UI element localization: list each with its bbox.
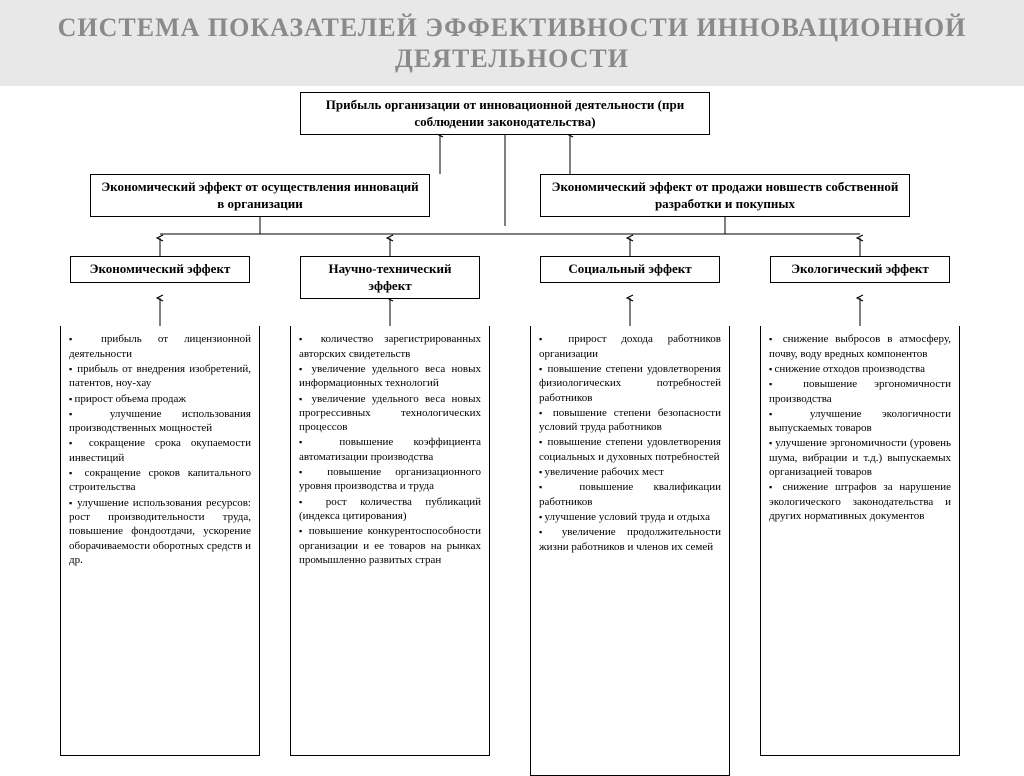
list-item: повышение коэффициента автоматизации про… bbox=[299, 435, 481, 464]
level2-left-box: Экономический эффект от осуществления ин… bbox=[90, 174, 430, 217]
column-ecological: снижение выбросов в атмосферу, почву, во… bbox=[760, 326, 960, 756]
list-item: улучшение экологичности выпускаемых това… bbox=[769, 407, 951, 436]
list-item: улучшение использования ресурсов: рост п… bbox=[69, 496, 251, 567]
list-social: прирост дохода работников организациипов… bbox=[539, 332, 721, 553]
title-bar: СИСТЕМА ПОКАЗАТЕЛЕЙ ЭФФЕКТИВНОСТИ ИННОВА… bbox=[0, 0, 1024, 86]
list-item: рост количества публикаций (индекса цити… bbox=[299, 495, 481, 524]
effect-box-social: Социальный эффект bbox=[540, 256, 720, 282]
list-item: повышение квалификации работников bbox=[539, 480, 721, 509]
column-scientific: количество зарегистрированных авторских … bbox=[290, 326, 490, 756]
list-item: увеличение удельного веса новых прогресс… bbox=[299, 392, 481, 435]
list-item: повышение степени безопасности условий т… bbox=[539, 406, 721, 435]
effect-box-ecological: Экологический эффект bbox=[770, 256, 950, 282]
hierarchy-diagram: Прибыль организации от инновационной дея… bbox=[0, 86, 1024, 106]
effect-box-scientific: Научно-технический эффект bbox=[300, 256, 480, 299]
column-economic: прибыль от лицензионной деятельностиприб… bbox=[60, 326, 260, 756]
list-item: повышение организационного уровня произв… bbox=[299, 465, 481, 494]
list-item: снижение выбросов в атмосферу, почву, во… bbox=[769, 332, 951, 361]
list-item: прибыль от внедрения изобретений, патент… bbox=[69, 362, 251, 391]
column-social: прирост дохода работников организациипов… bbox=[530, 326, 730, 776]
effect-box-economic: Экономический эффект bbox=[70, 256, 250, 282]
list-economic: прибыль от лицензионной деятельностиприб… bbox=[69, 332, 251, 567]
root-box: Прибыль организации от инновационной дея… bbox=[300, 92, 710, 135]
list-item: повышение конкурентоспособности организа… bbox=[299, 524, 481, 567]
list-item: снижение отходов производства bbox=[769, 362, 951, 376]
list-item: повышение степени удовлетворения физиоло… bbox=[539, 362, 721, 405]
list-item: сокращение сроков капитального строитель… bbox=[69, 466, 251, 495]
list-item: сокращение срока окупаемости инвестиций bbox=[69, 436, 251, 465]
list-item: прибыль от лицензионной деятельности bbox=[69, 332, 251, 361]
list-item: повышение степени удовлетворения социаль… bbox=[539, 435, 721, 464]
list-item: прирост дохода работников организации bbox=[539, 332, 721, 361]
list-item: снижение штрафов за нарушение экологичес… bbox=[769, 480, 951, 523]
page-title: СИСТЕМА ПОКАЗАТЕЛЕЙ ЭФФЕКТИВНОСТИ ИННОВА… bbox=[20, 12, 1004, 74]
list-ecological: снижение выбросов в атмосферу, почву, во… bbox=[769, 332, 951, 523]
list-item: улучшение условий труда и отдыха bbox=[539, 510, 721, 524]
list-item: прирост объема продаж bbox=[69, 392, 251, 406]
list-item: повышение эргономичности производства bbox=[769, 377, 951, 406]
list-item: улучшение эргономичности (уровень шума, … bbox=[769, 436, 951, 479]
level2-right-box: Экономический эффект от продажи новшеств… bbox=[540, 174, 910, 217]
list-item: увеличение продолжительности жизни работ… bbox=[539, 525, 721, 554]
list-item: улучшение использования производственных… bbox=[69, 407, 251, 436]
list-item: увеличение удельного веса новых информац… bbox=[299, 362, 481, 391]
list-item: количество зарегистрированных авторских … bbox=[299, 332, 481, 361]
list-item: увеличение рабочих мест bbox=[539, 465, 721, 479]
list-scientific: количество зарегистрированных авторских … bbox=[299, 332, 481, 567]
